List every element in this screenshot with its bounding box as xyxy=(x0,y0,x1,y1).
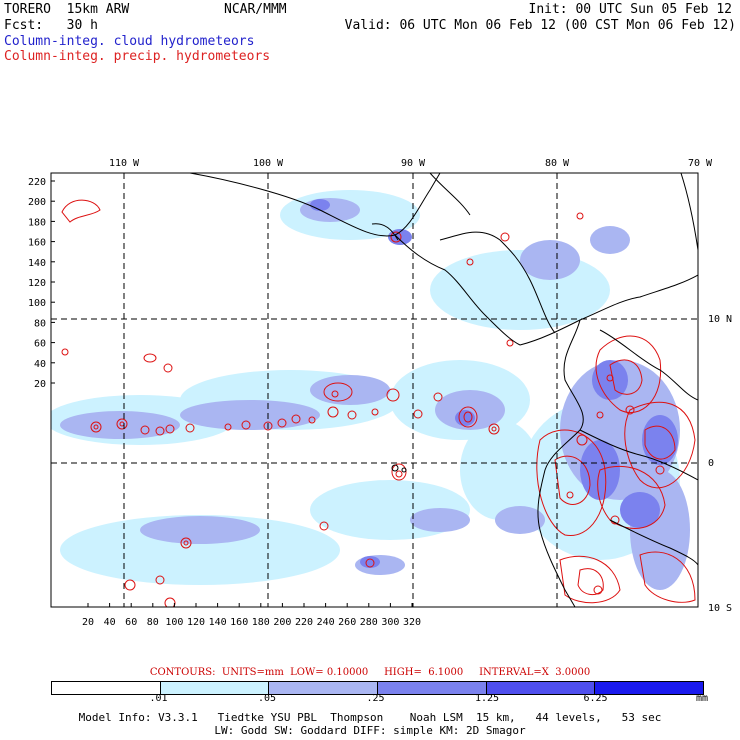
x-tick-label: 300 xyxy=(381,617,399,628)
x-tick-label: 260 xyxy=(338,617,356,628)
latitude-labels: 10 N 0 10 S xyxy=(708,314,732,614)
lon-label-90w: 90 W xyxy=(401,158,426,169)
color-scale-segment xyxy=(159,682,269,694)
x-tick-label: 280 xyxy=(360,617,378,628)
x-tick-label: 20 xyxy=(82,617,94,628)
color-scale-segment xyxy=(377,682,486,694)
lat-label-0: 0 xyxy=(708,458,714,469)
y-tick-label: 180 xyxy=(28,217,46,228)
color-scale-label: .05 xyxy=(258,693,277,704)
x-tick-label: 220 xyxy=(295,617,313,628)
y-tick-label: 200 xyxy=(28,197,46,208)
grid-y-ticks: 220 200 180 160 140 120 100 80 60 40 20 xyxy=(28,177,55,390)
valid-time: Valid: 06 UTC Mon 06 Feb 12 (00 CST Mon … xyxy=(344,18,736,33)
x-tick-label: 140 xyxy=(209,617,227,628)
yucatan-coast xyxy=(429,173,471,216)
lon-label-80w: 80 W xyxy=(545,158,570,169)
mexico-coast xyxy=(189,173,441,237)
color-scale-segment xyxy=(485,682,595,694)
x-tick-label: 320 xyxy=(403,617,421,628)
galapagos-island xyxy=(391,464,399,472)
contour-info: CONTOURS: UNITS=mm LOW= 0.10000 HIGH= 6.… xyxy=(149,667,591,678)
x-tick-label: 240 xyxy=(317,617,335,628)
lat-lon-grid xyxy=(51,173,698,607)
color-scale-label: 1.25 xyxy=(475,693,500,704)
color-scale-label: .01 xyxy=(149,693,168,704)
central-america-coast xyxy=(394,234,521,346)
lon-label-110w: 110 W xyxy=(109,158,140,169)
color-scale-unit: mm xyxy=(696,693,709,704)
ecuador-peru-border xyxy=(579,429,698,481)
model-info-line1: Model Info: V3.3.1 Tiedtke YSU PBL Thomp… xyxy=(78,711,662,724)
grid-x-ticks: 20 40 60 80 100 120 140 160 180 200 220 240 260 280 30… xyxy=(82,603,421,628)
panama-colombia-coast xyxy=(519,274,698,346)
color-scale-bar xyxy=(51,681,704,695)
x-tick-label: 200 xyxy=(273,617,291,628)
color-scale-label: 6.25 xyxy=(583,693,608,704)
x-tick-label: 100 xyxy=(165,617,183,628)
color-scale-segment xyxy=(268,682,378,694)
coastlines xyxy=(189,173,698,607)
forecast-hour: Fcst: 30 h xyxy=(4,18,98,33)
y-tick-label: 80 xyxy=(34,318,46,329)
y-tick-label: 100 xyxy=(28,298,46,309)
color-scale-segment xyxy=(52,682,160,694)
y-tick-label: 20 xyxy=(34,379,46,390)
plot-frame xyxy=(50,172,699,608)
model-title: TORERO 15km ARW xyxy=(4,2,130,17)
y-tick-label: 120 xyxy=(28,278,46,289)
x-tick-label: 80 xyxy=(147,617,159,628)
caribbean-islands xyxy=(680,173,698,251)
color-scale-segment xyxy=(594,682,704,694)
x-tick-label: 180 xyxy=(252,617,270,628)
x-tick-label: 60 xyxy=(125,617,137,628)
y-tick-label: 140 xyxy=(28,258,46,269)
lon-label-100w: 100 W xyxy=(253,158,284,169)
y-tick-label: 220 xyxy=(28,177,46,188)
peru-brazil-border xyxy=(609,519,698,566)
lat-label-10s: 10 S xyxy=(708,603,732,614)
lon-label-70w: 70 W xyxy=(688,158,713,169)
south-america-west-coast xyxy=(537,319,584,607)
y-tick-label: 60 xyxy=(34,339,46,350)
field-cloud-label: Column-integ. cloud hydrometeors xyxy=(4,34,255,49)
guatemala-border xyxy=(371,223,399,241)
field-precip-label: Column-integ. precip. hydrometeors xyxy=(4,49,271,64)
colombia-border xyxy=(599,329,698,401)
hydrometeor-field xyxy=(51,190,696,607)
caribbean-coast xyxy=(439,231,556,334)
x-tick-label: 120 xyxy=(187,617,205,628)
x-tick-label: 40 xyxy=(104,617,116,628)
lat-label-10n: 10 N xyxy=(708,314,732,325)
y-tick-label: 160 xyxy=(28,238,46,249)
model-info-line2: LW: Godd SW: Goddard DIFF: simple KM: 2D… xyxy=(214,724,526,737)
longitude-labels: 110 W 100 W 90 W 80 W 70 W xyxy=(109,158,713,169)
init-time: Init: 00 UTC Sun 05 Feb 12 xyxy=(528,2,733,17)
y-tick-label: 40 xyxy=(34,359,46,370)
color-scale-label: .25 xyxy=(366,693,385,704)
organization-label: NCAR/MMM xyxy=(224,2,287,17)
x-tick-label: 160 xyxy=(230,617,248,628)
